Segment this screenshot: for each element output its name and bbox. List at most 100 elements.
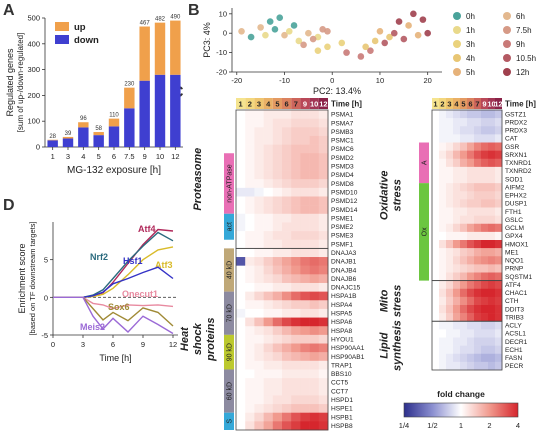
heatmap-cell — [291, 360, 301, 370]
heatmap-cell — [474, 175, 482, 184]
heatmap-cell — [318, 317, 329, 327]
heatmap-cell — [474, 150, 482, 160]
heatmap-cell — [254, 308, 264, 318]
heatmap-cell — [245, 334, 255, 344]
heatmap-cell — [309, 291, 320, 301]
bar-total-label: 482 — [155, 17, 166, 23]
gene-label: HSPA5 — [331, 311, 352, 318]
heatmap-cell — [263, 395, 274, 405]
heatmap-cell — [245, 110, 255, 119]
gene-label: DUSP1 — [505, 201, 527, 208]
time-header-label: 9 — [303, 100, 307, 109]
heatmap-cell — [488, 288, 496, 298]
time-header-label: 1 — [239, 100, 243, 109]
heatmap-cell — [481, 158, 489, 168]
heatmap-cell — [453, 231, 461, 241]
heatmap-cell — [488, 110, 496, 119]
heatmap-cell — [495, 256, 503, 265]
heatmap-cell — [272, 135, 283, 145]
heatmap-cell — [309, 239, 320, 249]
scale-title: fold change — [437, 389, 485, 399]
time-header-cell — [300, 98, 310, 109]
heatmap-cell — [236, 412, 246, 422]
heatmap-cell — [432, 223, 440, 233]
scatter-point — [257, 24, 264, 31]
panel-label-d: D — [3, 197, 15, 214]
heatmap-cell — [236, 213, 246, 223]
heatmap-cell — [495, 126, 503, 135]
heatmap-cell — [453, 175, 461, 184]
color-scale-bar — [403, 402, 519, 418]
time-header-cell — [272, 98, 282, 109]
heatmap-cell — [245, 395, 255, 405]
heatmap-cell — [282, 369, 292, 379]
heatmap-cell — [300, 213, 310, 223]
heatmap-cell — [439, 272, 447, 281]
x-tick-label: 20 — [424, 76, 432, 85]
heatmap-cell — [236, 274, 246, 284]
heatmap-cell — [245, 179, 255, 189]
heatmap-cell — [439, 175, 447, 184]
heatmap-cell — [474, 296, 482, 306]
time-header-cell — [460, 98, 467, 109]
heatmap-cell — [439, 361, 447, 371]
heatmap-cell — [309, 282, 320, 292]
bar-down — [170, 74, 181, 147]
heatmap-cell — [318, 395, 329, 405]
heatmap-cell — [495, 240, 503, 249]
heatmap-cell — [263, 187, 274, 197]
heatmap-cell — [460, 248, 468, 257]
heatmap-cell — [467, 231, 475, 241]
gene-label: TXNRD2 — [505, 168, 532, 175]
heatmap-cell — [254, 118, 264, 128]
scatter-point — [262, 31, 269, 39]
heatmap-cell — [272, 291, 283, 301]
scatter-pca: -20 -10 0 10 20 -20 -10 0 10 PC2: 13.4% PC3: 4% 0h 6… — [202, 8, 536, 96]
heatmap-cell — [474, 231, 482, 241]
time-header-cell — [263, 98, 273, 109]
scatter-point — [314, 47, 322, 54]
scatter-point — [390, 29, 398, 37]
time-header-label: 6 — [468, 100, 472, 109]
heatmap-cell — [300, 196, 310, 206]
heatmap-cell — [467, 158, 475, 168]
gene-label: HSPB8 — [331, 423, 353, 430]
heatmap-cell — [272, 257, 283, 266]
time-header-cell — [291, 98, 301, 109]
heatmap-cell — [318, 213, 329, 223]
heatmap-cell — [318, 135, 329, 145]
heatmap-cell — [309, 378, 320, 388]
heatmap-cell — [446, 264, 454, 273]
x-tick-label: 6 — [112, 152, 116, 161]
heatmap-cell — [272, 386, 283, 396]
heatmap-cell — [488, 175, 496, 184]
time-header-label: 12 — [494, 100, 502, 109]
scatter-point — [247, 33, 255, 41]
scatter-point — [238, 27, 245, 35]
heatmap-cell — [467, 126, 475, 135]
heatmap-cell — [474, 166, 482, 176]
gene-label: PSMD4 — [331, 172, 354, 179]
heatmap-cell — [254, 135, 264, 145]
heatmap-cell — [453, 166, 461, 176]
heatmap-cell — [236, 404, 246, 414]
x-axis-title: Time [h] — [99, 353, 131, 363]
heatmap-cell — [474, 240, 482, 249]
heatmap-cell — [263, 118, 274, 128]
heatmap-cell — [481, 142, 489, 151]
heatmap-cell — [254, 395, 264, 405]
heatmap-cell — [488, 126, 496, 135]
scatter-point — [424, 29, 431, 37]
heatmap-cell — [495, 110, 503, 119]
time-header-label: 7 — [475, 100, 479, 109]
heatmap-cell — [300, 153, 310, 163]
heatmap-cell — [432, 329, 440, 338]
heatmap-cell — [236, 369, 246, 379]
heatmap-cell — [446, 272, 454, 281]
legend-marker — [503, 54, 511, 62]
heatmap-cell — [488, 166, 496, 176]
heatmap-cell — [460, 199, 468, 208]
heatmap-cell — [432, 345, 440, 355]
heatmap-cell — [263, 248, 274, 258]
heatmap-cell — [439, 191, 447, 200]
